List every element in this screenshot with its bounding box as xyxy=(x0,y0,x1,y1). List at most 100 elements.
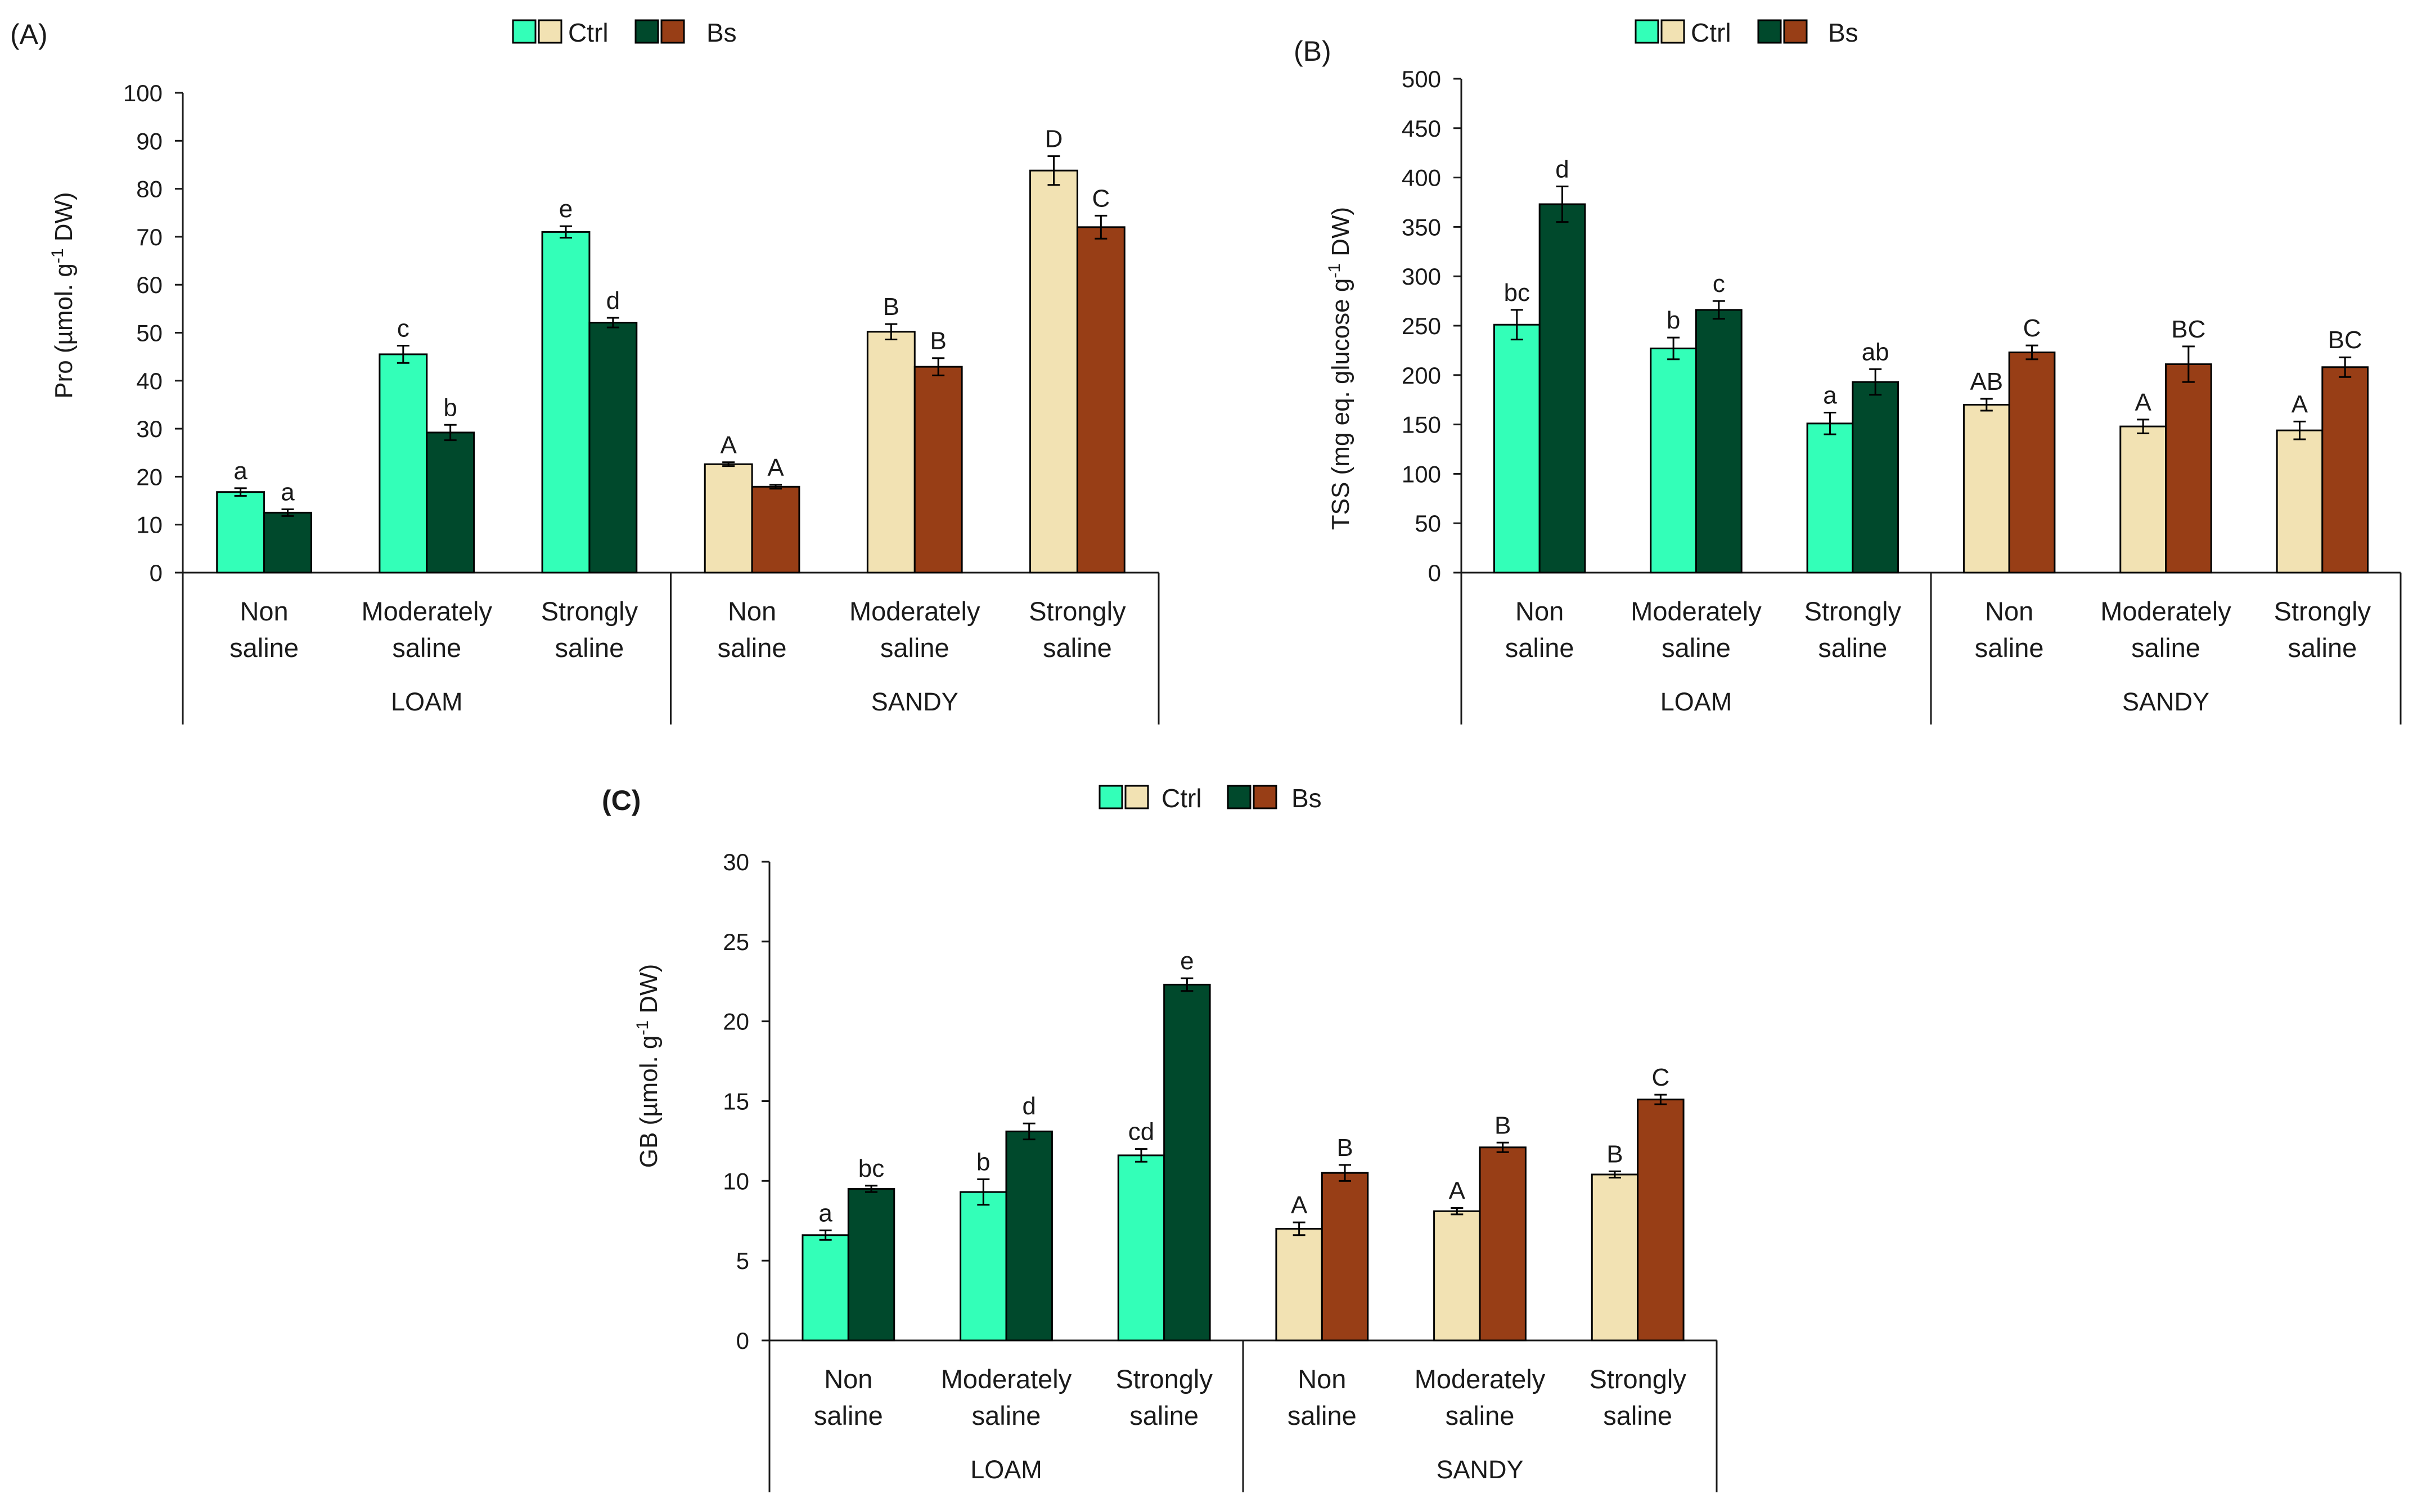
significance-label: B xyxy=(1336,1134,1353,1162)
legend-swatch-sandy-ctrl xyxy=(538,19,562,44)
bar-sandy-bs xyxy=(1076,226,1126,574)
group-label-sandy: SANDY xyxy=(871,687,958,716)
legend-bs-label: Bs xyxy=(706,18,737,47)
significance-label: bc xyxy=(1504,279,1530,307)
y-tick-label: 150 xyxy=(1402,412,1441,438)
legend-bs-label: Bs xyxy=(1828,18,1858,47)
bar-loam-ctrl xyxy=(379,353,428,574)
chart-tss: (B) Ctrl Bs TSS (mg eq. glucose g-1 DW) … xyxy=(1294,18,2402,724)
bar-sandy-ctrl xyxy=(704,463,753,574)
panel-label-b: (B) xyxy=(1294,35,1331,67)
significance-label: BC xyxy=(2328,326,2362,354)
significance-label: C xyxy=(1092,184,1110,212)
bar-loam-ctrl xyxy=(960,1191,1007,1342)
significance-label: c xyxy=(1713,270,1725,298)
significance-label: D xyxy=(1045,125,1063,153)
legend-swatch-loam-bs xyxy=(1757,19,1782,44)
category-label-line2: saline xyxy=(1446,1401,1515,1430)
group-label-sandy: SANDY xyxy=(2122,687,2209,716)
bar-loam-ctrl xyxy=(802,1234,849,1342)
significance-label: b xyxy=(1667,307,1680,334)
y-tick-label: 350 xyxy=(1402,214,1441,240)
category-label-line2: saline xyxy=(1603,1401,1672,1430)
bar-loam-bs xyxy=(426,431,475,574)
significance-label: AB xyxy=(1970,368,2003,395)
significance-label: B xyxy=(930,327,946,355)
y-tick-label: 20 xyxy=(723,1009,749,1035)
chart-gb: (C) Ctrl Bs GB (µmol. g-1 DW) 0 5 10 15 20 25… xyxy=(602,784,1718,1492)
category-label-line1: Moderately xyxy=(849,596,980,626)
bar-loam-ctrl xyxy=(1806,422,1854,574)
category-label-line1: Non xyxy=(1515,596,1564,626)
category-label-line2: saline xyxy=(2131,633,2200,663)
category-label-line1: Non xyxy=(240,596,288,626)
bar-sandy-bs xyxy=(2165,363,2212,574)
bar-sandy-ctrl xyxy=(2276,429,2324,574)
y-tick-label: 15 xyxy=(723,1088,749,1115)
legend-ctrl-label: Ctrl xyxy=(568,18,609,47)
y-tick-label: 500 xyxy=(1402,66,1441,92)
legend-swatch-sandy-bs xyxy=(660,19,685,44)
category-label-line2: saline xyxy=(718,633,787,663)
y-tick-label: 10 xyxy=(723,1168,749,1194)
significance-label: d xyxy=(1555,155,1569,183)
bar-sandy-bs xyxy=(913,366,963,574)
y-tick-label: 0 xyxy=(150,560,163,586)
bar-sandy-bs xyxy=(1321,1172,1369,1342)
bar-loam-bs xyxy=(263,511,312,574)
category-label-line1: Strongly xyxy=(2274,596,2371,626)
group-label-loam: LOAM xyxy=(391,687,463,716)
legend-swatch-loam-bs xyxy=(1227,785,1251,809)
category-label-line1: Moderately xyxy=(2100,596,2231,626)
category-label-line2: saline xyxy=(2288,633,2357,663)
category-label-line1: Moderately xyxy=(362,596,493,626)
category-label-line1: Moderately xyxy=(1631,596,1762,626)
y-tick-label: 400 xyxy=(1402,165,1441,191)
significance-label: d xyxy=(606,287,620,314)
significance-label: C xyxy=(1651,1064,1669,1091)
bar-sandy-ctrl xyxy=(1962,403,2010,574)
bar-loam-ctrl xyxy=(541,231,591,574)
category-label-line2: saline xyxy=(972,1401,1041,1430)
y-axis-label-c: GB (µmol. g-1 DW) xyxy=(633,964,663,1168)
y-tick-label: 80 xyxy=(136,176,163,202)
y-tick-label: 450 xyxy=(1402,115,1441,142)
y-tick-label: 30 xyxy=(723,849,749,875)
category-label-line2: saline xyxy=(1975,633,2044,663)
legend-bs-label: Bs xyxy=(1291,784,1322,813)
chart-pro: (A) Ctrl Bs Pro (µmol. g-1 DW) 0 10 20 30 40… xyxy=(10,18,1160,724)
legend-c: Ctrl Bs xyxy=(1099,784,1322,813)
legend-ctrl-label: Ctrl xyxy=(1691,18,1731,47)
group-label-loam: LOAM xyxy=(1660,687,1732,716)
y-tick-label: 0 xyxy=(736,1328,749,1354)
bar-sandy-bs xyxy=(2008,351,2056,574)
panel-label-c: (C) xyxy=(602,785,641,816)
bar-loam-bs xyxy=(1852,381,1899,574)
category-label-line2: saline xyxy=(1662,633,1731,663)
y-axis-label-a: Pro (µmol. g-1 DW) xyxy=(48,192,78,398)
y-tick-label: 70 xyxy=(136,224,163,250)
y-tick-label: 250 xyxy=(1402,313,1441,339)
significance-label: d xyxy=(1022,1092,1036,1120)
category-label-line2: saline xyxy=(229,633,299,663)
significance-label: a xyxy=(818,1199,832,1227)
bar-sandy-ctrl xyxy=(1433,1210,1481,1342)
significance-label: cd xyxy=(1128,1118,1154,1146)
legend-swatch-loam-ctrl xyxy=(1099,785,1123,809)
significance-label: b xyxy=(976,1148,990,1176)
category-label-line2: saline xyxy=(1043,633,1112,663)
y-tick-label: 0 xyxy=(1428,560,1441,586)
category-label-line2: saline xyxy=(1129,1401,1199,1430)
bar-sandy-ctrl xyxy=(1591,1173,1639,1342)
bar-sandy-bs xyxy=(751,485,800,574)
category-label-line1: Moderately xyxy=(1415,1364,1546,1394)
y-tick-label: 100 xyxy=(123,80,163,106)
y-axis-label-b: TSS (mg eq. glucose g-1 DW) xyxy=(1325,207,1355,530)
legend-ctrl-label: Ctrl xyxy=(1162,784,1202,813)
significance-label: A xyxy=(1291,1191,1308,1219)
legend-swatch-sandy-ctrl xyxy=(1124,785,1149,809)
y-tick-label: 200 xyxy=(1402,362,1441,389)
legend-swatch-loam-bs xyxy=(634,19,659,44)
bar-sandy-bs xyxy=(2321,366,2369,574)
